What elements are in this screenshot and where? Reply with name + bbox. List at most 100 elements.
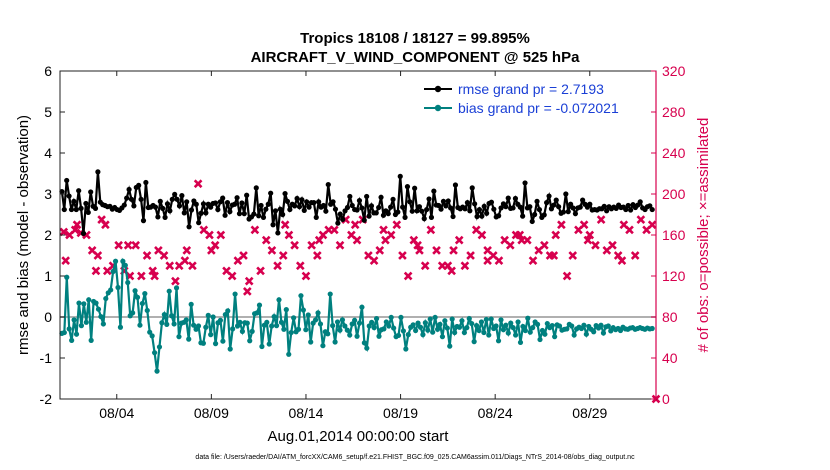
bias-point [505, 330, 511, 336]
rmse-point [232, 201, 238, 207]
bias-point [366, 323, 372, 329]
obs-assimilated-marker [392, 220, 402, 230]
obs-assimilated-marker [307, 240, 316, 250]
bias-point [73, 331, 80, 337]
bias-point [542, 331, 548, 337]
rmse-point [601, 203, 607, 209]
bias-point [337, 327, 343, 333]
bias-point [276, 297, 282, 303]
bias-point [95, 306, 102, 312]
rmse-point [186, 224, 192, 230]
rmse-point [440, 198, 447, 204]
bias-point [112, 258, 119, 264]
bias-point [208, 332, 214, 338]
obs-markers [59, 179, 661, 404]
bias-point [203, 324, 209, 330]
bias-point [498, 317, 504, 323]
bias-point [249, 328, 255, 334]
bias-point [291, 315, 297, 321]
rmse-point [296, 204, 303, 210]
rmse-point [301, 207, 307, 213]
obs-assimilated-marker [591, 240, 600, 250]
obs-extra-marker [314, 235, 324, 245]
bias-point [164, 321, 170, 327]
rmse-point [416, 204, 423, 210]
bias-point [81, 301, 87, 307]
rmse-point [272, 208, 279, 214]
rmse-point [332, 206, 339, 212]
rmse-point [407, 199, 413, 205]
rmse-point [534, 198, 540, 204]
rmse-point [388, 204, 394, 210]
obs-marker-stroke-b [447, 266, 456, 276]
bias-point [581, 322, 587, 328]
bias-point [444, 325, 450, 331]
rmse-point [263, 206, 269, 212]
rmse-point [491, 206, 497, 212]
rmse-point [368, 203, 375, 209]
obs-extra-marker [617, 256, 627, 265]
bias-point [61, 329, 67, 336]
bias-point [371, 325, 377, 331]
obs-marker-stroke-b [199, 225, 209, 235]
bias-point [539, 327, 546, 334]
obs-assimilated-marker [579, 220, 589, 230]
bias-point [381, 326, 387, 332]
obs-marker-stroke-b [625, 225, 634, 235]
obs-marker-stroke-b [596, 215, 606, 224]
obs-assimilated-marker [290, 240, 299, 250]
bias-point [176, 334, 182, 340]
rmse-point [59, 188, 65, 195]
obs-marker-stroke-b [420, 261, 430, 271]
bias-point [473, 323, 480, 329]
obs-marker-stroke-b [409, 235, 419, 245]
bias-point [464, 325, 470, 331]
rmse-point [476, 206, 483, 213]
bias-point [530, 325, 536, 331]
obs-marker-stroke-b [290, 240, 299, 250]
bias-point [383, 319, 389, 325]
rmse-point [222, 212, 228, 218]
rmse-point [208, 204, 214, 210]
obs-marker-stroke-b [307, 240, 316, 250]
obs-marker-stroke-b [295, 261, 305, 271]
bias-point [273, 323, 280, 329]
obs-marker-stroke-b [227, 271, 237, 281]
rmse-point [203, 210, 209, 216]
obs-marker-stroke-b [330, 225, 339, 235]
rmse-point [568, 201, 574, 207]
obs-marker-stroke-b [449, 246, 458, 255]
rmse-point [239, 200, 245, 206]
obs-assimilated-marker [330, 225, 339, 235]
obs-marker-stroke-b [454, 235, 464, 245]
obs-marker-stroke-b [636, 215, 646, 224]
rmse-point [188, 207, 195, 213]
rmse-point [164, 201, 171, 207]
bias-point [312, 317, 319, 323]
rmse-point [224, 200, 231, 206]
bias-point [303, 327, 309, 333]
rmse-point [380, 212, 387, 218]
obs-marker-stroke-b [284, 230, 294, 240]
rmse-point [294, 195, 300, 202]
y-left-tick-label: -2 [40, 391, 53, 407]
rmse-point [64, 177, 70, 184]
rmse-point [193, 201, 199, 207]
rmse-point [467, 208, 473, 214]
obs-marker-stroke-b [515, 230, 525, 240]
obs-extra-marker [483, 246, 492, 255]
rmse-point [160, 205, 166, 211]
rmse-point [472, 201, 478, 207]
bias-point [456, 324, 463, 330]
bias-point [286, 351, 292, 357]
bias-point [212, 341, 219, 347]
bias-point [412, 327, 419, 334]
obs-marker-stroke-b [352, 235, 362, 245]
obs-assimilated-marker [352, 235, 362, 245]
obs-assimilated-marker [93, 251, 103, 260]
obs-assimilated-marker [137, 271, 146, 281]
bias-point [300, 307, 306, 313]
obs-marker-stroke-b [647, 220, 657, 230]
bias-point [400, 328, 407, 334]
rmse-point [95, 169, 101, 175]
